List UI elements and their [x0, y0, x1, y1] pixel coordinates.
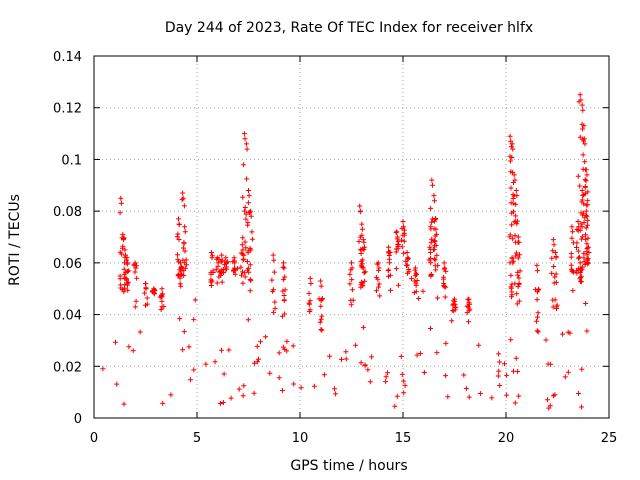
x-tick-label: 20 [498, 431, 515, 446]
plot-frame [93, 55, 610, 419]
x-tick-label: 5 [193, 431, 201, 446]
y-axis-title: ROTI / TECUs [7, 194, 23, 286]
grid-lines [94, 56, 609, 418]
chart-title: Day 244 of 2023, Rate Of TEC Index for r… [165, 20, 533, 36]
x-axis-title: GPS time / hours [290, 458, 407, 474]
y-tick-label: 0 [74, 412, 82, 427]
y-tick-label: 0.14 [53, 50, 82, 65]
x-tick-label: 10 [292, 431, 309, 446]
y-tick-label: 0.04 [53, 309, 82, 324]
roti-scatter-points [100, 92, 592, 411]
x-tick-label: 15 [395, 431, 412, 446]
data-points [100, 92, 592, 411]
x-tick-label: 0 [90, 431, 98, 446]
y-tick-label: 0.02 [53, 360, 82, 375]
x-tick-label: 25 [601, 431, 618, 446]
y-tick-label: 0.12 [53, 102, 82, 117]
y-tick-label: 0.08 [53, 205, 82, 220]
axis-ticks: 0 5 10 15 20 25 0 0.02 0.04 0.06 0.08 0.1 0.12 0.14 [53, 50, 617, 446]
y-tick-label: 0.1 [61, 153, 82, 168]
y-tick-label: 0.06 [53, 257, 82, 272]
